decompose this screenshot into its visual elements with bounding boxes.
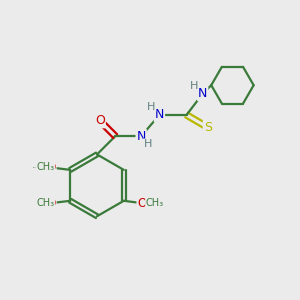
- Text: N: N: [198, 87, 207, 100]
- Text: O: O: [46, 161, 56, 174]
- Text: N: N: [155, 109, 164, 122]
- Text: O: O: [137, 196, 147, 210]
- Text: S: S: [204, 121, 212, 134]
- Text: H: H: [147, 102, 155, 112]
- Text: methoxy: methoxy: [33, 167, 39, 168]
- Text: CH₃: CH₃: [36, 198, 55, 208]
- Text: CH₃: CH₃: [146, 198, 164, 208]
- Text: H: H: [143, 140, 152, 149]
- Text: N: N: [136, 130, 146, 143]
- Text: H: H: [190, 80, 198, 91]
- Text: O: O: [46, 196, 56, 210]
- Text: CH₃: CH₃: [36, 162, 55, 172]
- Text: O: O: [95, 114, 105, 127]
